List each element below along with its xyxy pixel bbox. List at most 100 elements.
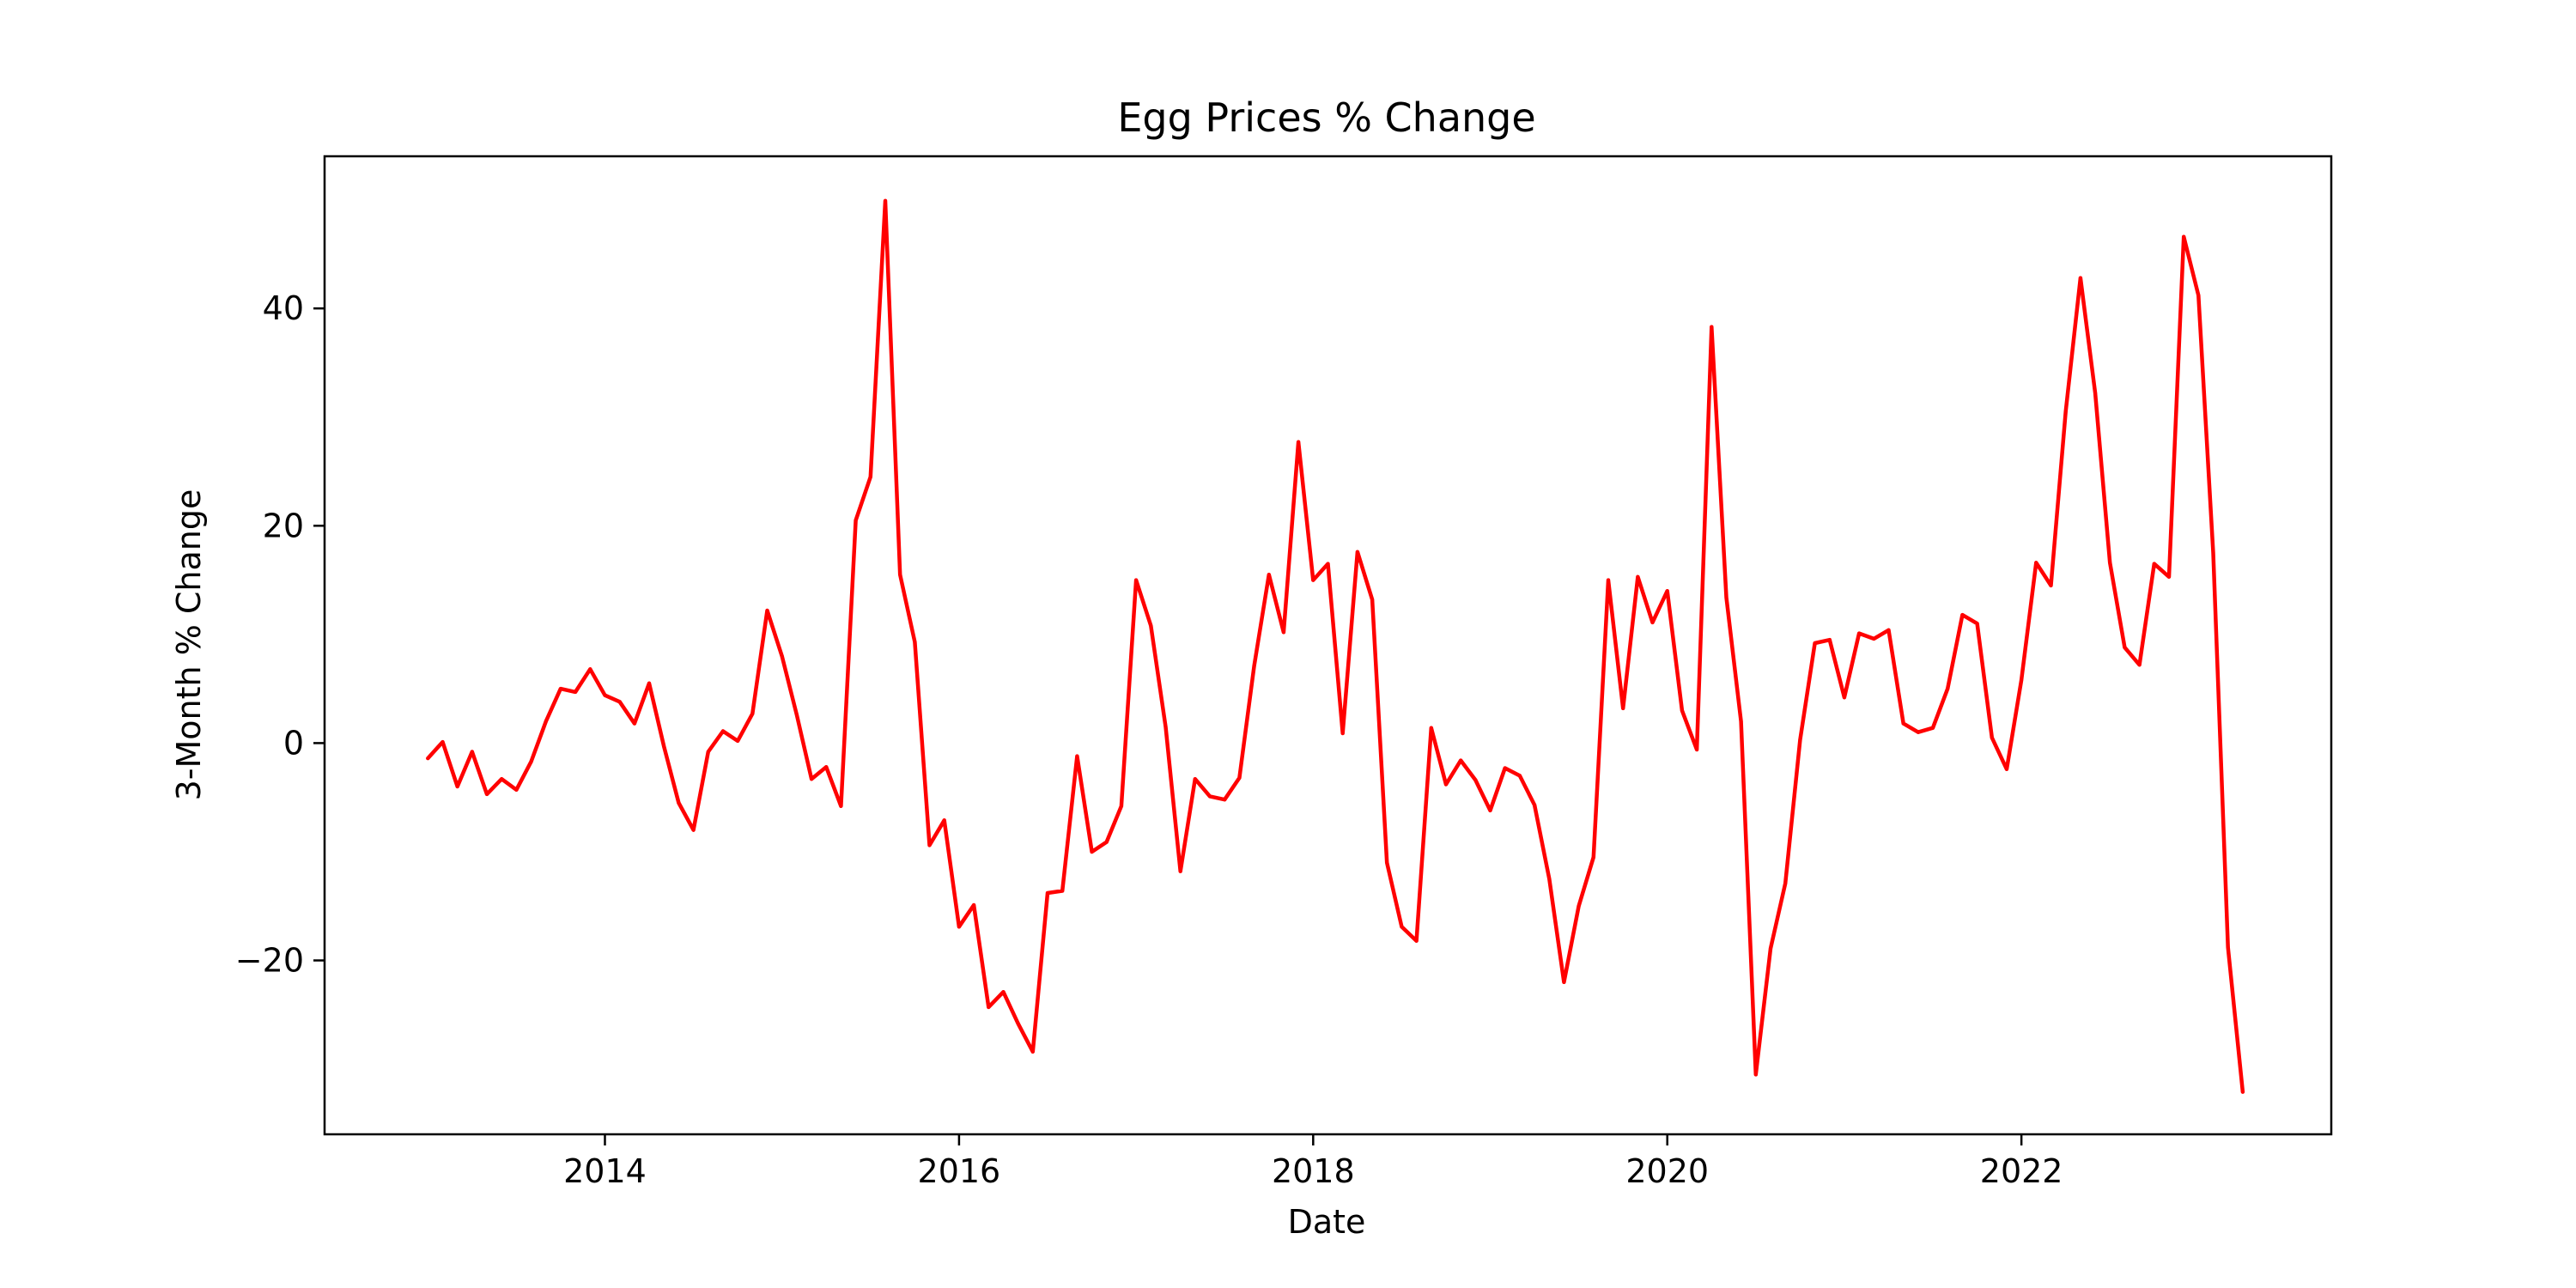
- data-point: [1001, 990, 1005, 994]
- data-point: [1340, 732, 1345, 735]
- data-point: [2240, 1090, 2245, 1094]
- y-tick-label: 40: [263, 289, 304, 327]
- data-point: [558, 687, 562, 691]
- data-point: [1960, 613, 1965, 617]
- y-tick-label: −20: [235, 942, 304, 980]
- data-point: [987, 1005, 991, 1009]
- data-point: [1163, 725, 1168, 729]
- chart-title: Egg Prices % Change: [1117, 94, 1535, 141]
- data-point: [1104, 840, 1109, 844]
- data-point: [647, 681, 651, 685]
- data-point: [1444, 782, 1448, 787]
- data-point: [1562, 980, 1566, 984]
- data-point: [2108, 561, 2112, 565]
- data-point: [1842, 696, 1846, 700]
- data-point: [1488, 808, 1492, 812]
- data-point: [1429, 726, 1433, 730]
- data-point: [839, 804, 843, 808]
- data-point: [500, 777, 504, 781]
- data-point: [1798, 738, 1802, 742]
- data-point: [2152, 562, 2156, 566]
- data-point: [677, 801, 681, 805]
- data-point: [1990, 736, 1994, 740]
- y-tick-label: 20: [263, 507, 304, 544]
- data-point: [2049, 583, 2053, 587]
- data-point: [1813, 641, 1817, 645]
- y-axis-label: 3-Month % Change: [170, 489, 208, 801]
- data-point: [884, 198, 887, 203]
- data-point: [1400, 925, 1404, 929]
- plot-area-frame: [323, 155, 2333, 1136]
- data-point: [470, 750, 474, 754]
- data-point: [1134, 578, 1139, 582]
- series-line-egg-price-change: [426, 198, 2245, 1094]
- x-tick-label: 2014: [563, 1152, 647, 1190]
- data-point: [662, 744, 666, 749]
- data-point: [1695, 748, 1699, 751]
- data-point: [1370, 598, 1375, 602]
- data-point: [1208, 794, 1212, 799]
- data-point: [2211, 550, 2215, 555]
- data-point: [1252, 664, 1256, 668]
- data-point: [750, 712, 755, 716]
- data-point: [706, 750, 710, 754]
- data-point: [1665, 589, 1669, 593]
- data-point: [1385, 860, 1389, 865]
- data-point: [927, 843, 932, 848]
- data-point: [1577, 904, 1581, 908]
- data-point: [2020, 678, 2024, 682]
- data-point: [972, 903, 976, 907]
- data-point: [1916, 730, 1920, 734]
- data-point: [2005, 767, 2008, 771]
- data-point: [1517, 774, 1522, 778]
- data-point: [603, 693, 607, 697]
- data-point: [1297, 440, 1301, 444]
- data-point: [1503, 766, 1507, 770]
- data-point: [957, 925, 961, 929]
- data-point: [588, 667, 592, 671]
- data-point: [2226, 945, 2230, 950]
- data-point: [455, 785, 459, 788]
- data-point: [1769, 946, 1772, 951]
- data-point: [2137, 663, 2142, 667]
- data-point: [1827, 638, 1832, 642]
- data-point: [765, 609, 769, 612]
- x-axis-label: Date: [1288, 1203, 1366, 1241]
- y-tick-label: 0: [283, 724, 304, 762]
- data-point: [1591, 855, 1595, 860]
- data-point: [1901, 721, 1905, 726]
- data-point: [1414, 939, 1419, 943]
- data-point: [514, 787, 519, 792]
- data-point: [2167, 574, 2171, 579]
- x-tick-label: 2022: [1980, 1152, 2063, 1190]
- data-point: [1857, 631, 1862, 635]
- data-point: [440, 740, 445, 744]
- data-point: [544, 720, 548, 724]
- data-point: [1075, 754, 1079, 758]
- data-point: [1281, 630, 1285, 635]
- data-point: [780, 654, 784, 659]
- data-point: [736, 738, 740, 743]
- x-tick-label: 2018: [1272, 1152, 1355, 1190]
- data-point: [1311, 578, 1315, 582]
- data-point: [1533, 803, 1537, 807]
- data-point: [1459, 758, 1463, 762]
- x-tick-label: 2016: [918, 1152, 1001, 1190]
- data-point: [485, 792, 489, 796]
- data-point: [1237, 775, 1242, 780]
- series-points: [426, 198, 2245, 1094]
- data-point: [2034, 561, 2038, 565]
- data-point: [1193, 777, 1197, 781]
- data-point: [2093, 391, 2098, 395]
- data-point: [2078, 276, 2082, 280]
- data-point: [810, 777, 814, 781]
- data-point: [1267, 573, 1271, 577]
- data-point: [1680, 708, 1684, 713]
- data-point: [1975, 622, 1979, 626]
- data-point: [691, 828, 696, 832]
- data-point: [1090, 850, 1094, 854]
- data-point: [1016, 1021, 1020, 1025]
- data-point: [1547, 877, 1552, 881]
- data-point: [1724, 595, 1728, 599]
